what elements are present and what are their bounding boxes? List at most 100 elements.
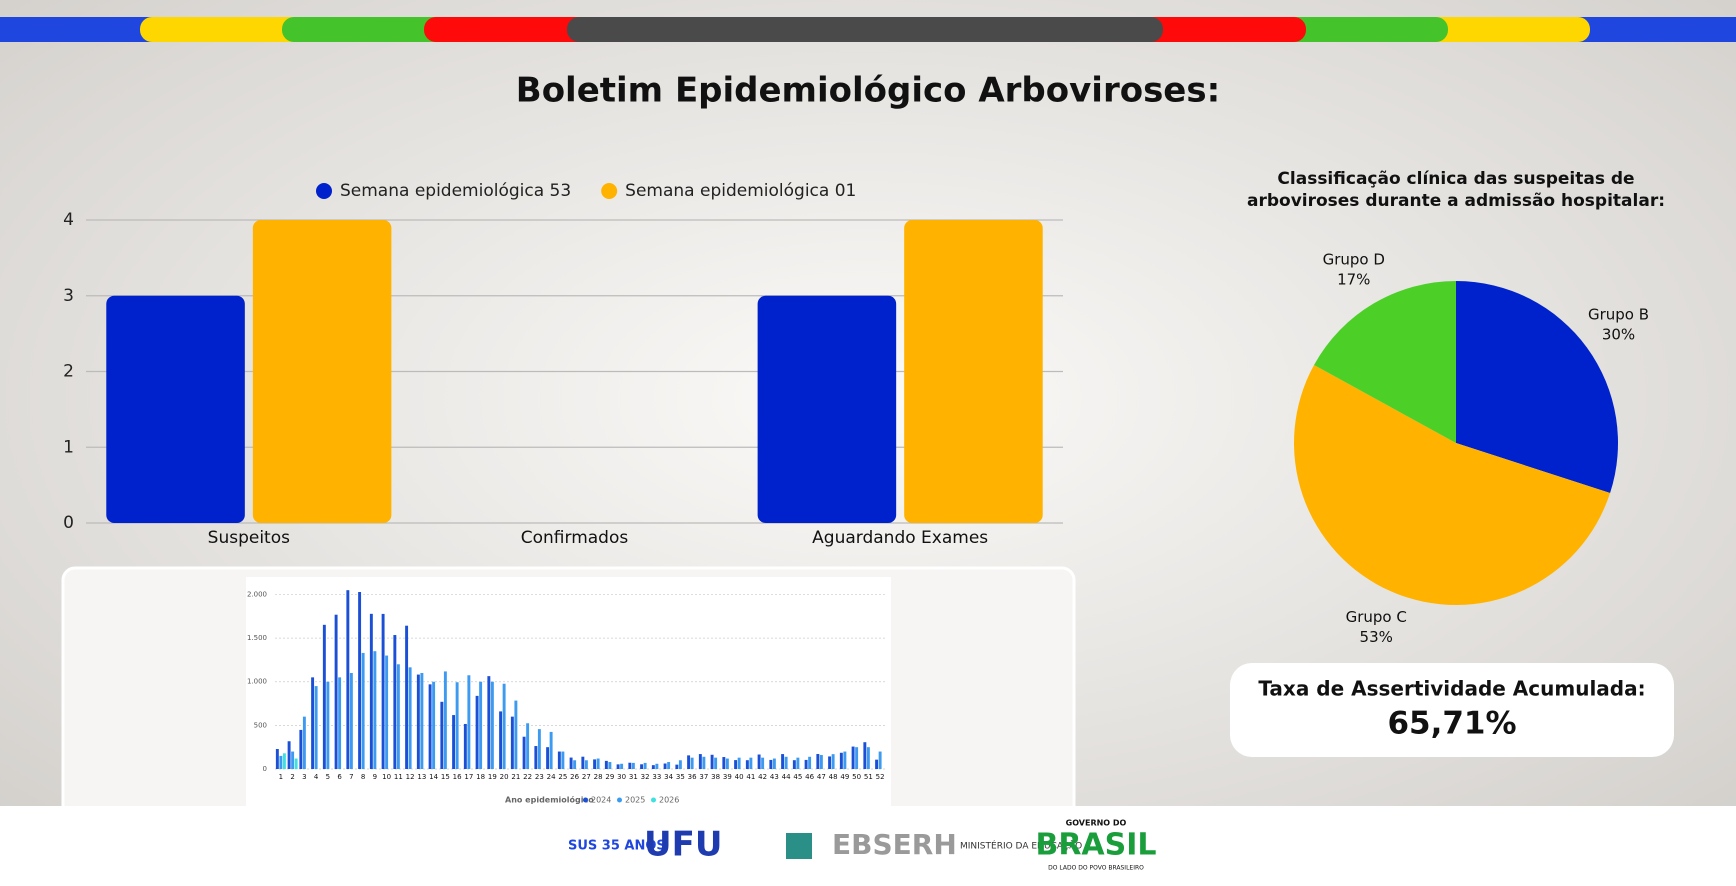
x-tick-label: 38	[711, 773, 720, 781]
x-tick-label: 1	[279, 773, 283, 781]
x-tick-label: 10	[382, 773, 391, 781]
bar	[416, 674, 420, 769]
bar	[796, 757, 800, 769]
bar	[338, 677, 342, 769]
x-tick-label: 45	[793, 773, 802, 781]
logo-icon	[786, 833, 812, 859]
bar	[604, 760, 608, 769]
x-tick-label: 33	[652, 773, 661, 781]
x-tick-label: 35	[676, 773, 685, 781]
legend-title: Ano epidemiológico	[505, 795, 594, 805]
x-tick-label: 36	[688, 773, 697, 781]
bar	[369, 613, 373, 769]
x-tick-label: 50	[852, 773, 861, 781]
bar	[608, 762, 612, 769]
bar	[405, 625, 409, 769]
bar	[722, 757, 726, 769]
bar	[581, 756, 585, 769]
bar	[428, 684, 432, 769]
bar	[875, 759, 879, 769]
x-tick-label: 13	[417, 773, 426, 781]
bar	[385, 655, 389, 769]
embedded-chart-bg	[246, 577, 891, 817]
bar	[749, 757, 753, 769]
logo-ebserh: EBSERH	[832, 828, 957, 861]
x-tick-label: 11	[394, 773, 403, 781]
bar	[710, 754, 714, 769]
x-tick-label: 3	[302, 773, 306, 781]
x-tick-label: 20	[500, 773, 509, 781]
bar	[299, 729, 303, 769]
bar	[279, 755, 283, 769]
y-tick-label: 3	[63, 286, 74, 306]
bar	[546, 747, 550, 769]
bar	[737, 757, 741, 769]
legend-swatch	[651, 797, 656, 803]
x-tick-label: 44	[782, 773, 791, 781]
kpi-card	[1230, 663, 1674, 757]
bar	[620, 763, 624, 769]
legend-swatch	[617, 797, 622, 803]
bar	[757, 754, 761, 769]
bar	[514, 700, 518, 769]
bar	[808, 756, 812, 769]
bar	[490, 681, 494, 769]
x-tick-label: 43	[770, 773, 779, 781]
x-tick-label: 4	[314, 773, 319, 781]
bar	[616, 764, 620, 769]
x-tick-label: 2	[290, 773, 294, 781]
bar	[584, 760, 588, 769]
x-tick-label: 17	[464, 773, 473, 781]
bar	[311, 677, 315, 769]
x-tick-label: 51	[864, 773, 873, 781]
x-tick-label: Suspeitos	[208, 528, 290, 548]
bar	[452, 715, 456, 769]
x-tick-label: 41	[746, 773, 755, 781]
bar	[408, 667, 412, 769]
bar	[745, 760, 749, 769]
bar	[573, 760, 577, 769]
bar	[522, 736, 526, 769]
bar	[643, 762, 647, 769]
pie-slice	[1456, 281, 1618, 494]
page-title: Boletim Epidemiológico Arboviroses:	[516, 71, 1220, 111]
x-tick-label: 21	[511, 773, 520, 781]
bar	[678, 760, 682, 769]
y-tick-label: 1	[63, 437, 74, 457]
bar	[510, 716, 514, 769]
x-tick-label: 15	[441, 773, 450, 781]
x-tick-label: 25	[558, 773, 567, 781]
bar	[698, 754, 702, 769]
bar	[467, 675, 471, 769]
pie-label: Grupo B	[1588, 305, 1649, 323]
pie-label: Grupo D	[1323, 251, 1385, 269]
bar	[381, 613, 385, 769]
top-stripe	[0, 17, 1736, 42]
pie-value-label: 30%	[1602, 325, 1635, 343]
x-tick-label: 6	[337, 773, 342, 781]
kpi-label: Taxa de Assertividade Acumulada:	[1258, 677, 1645, 701]
logo-mec: MINISTÉRIO DA EDUCAÇÃO	[960, 840, 1082, 852]
logo-brasil: BRASIL	[1035, 828, 1156, 863]
x-tick-label: 16	[453, 773, 462, 781]
bar	[831, 754, 835, 769]
legend-label: Semana epidemiológica 01	[625, 181, 856, 201]
bar	[106, 295, 245, 523]
bar	[667, 762, 671, 769]
bar	[631, 762, 635, 769]
bar	[440, 701, 444, 769]
bar	[361, 652, 365, 769]
bar	[687, 755, 691, 769]
x-tick-label: 29	[605, 773, 614, 781]
legend-label: 2026	[659, 796, 679, 805]
bar	[499, 711, 503, 769]
x-tick-label: 5	[326, 773, 330, 781]
legend-swatch	[316, 183, 332, 199]
bar	[294, 758, 298, 769]
bar	[675, 764, 679, 769]
bar	[819, 755, 823, 769]
bar	[346, 590, 350, 769]
x-tick-label: 31	[629, 773, 638, 781]
x-tick-label: 24	[547, 773, 556, 781]
x-tick-label: 18	[476, 773, 485, 781]
